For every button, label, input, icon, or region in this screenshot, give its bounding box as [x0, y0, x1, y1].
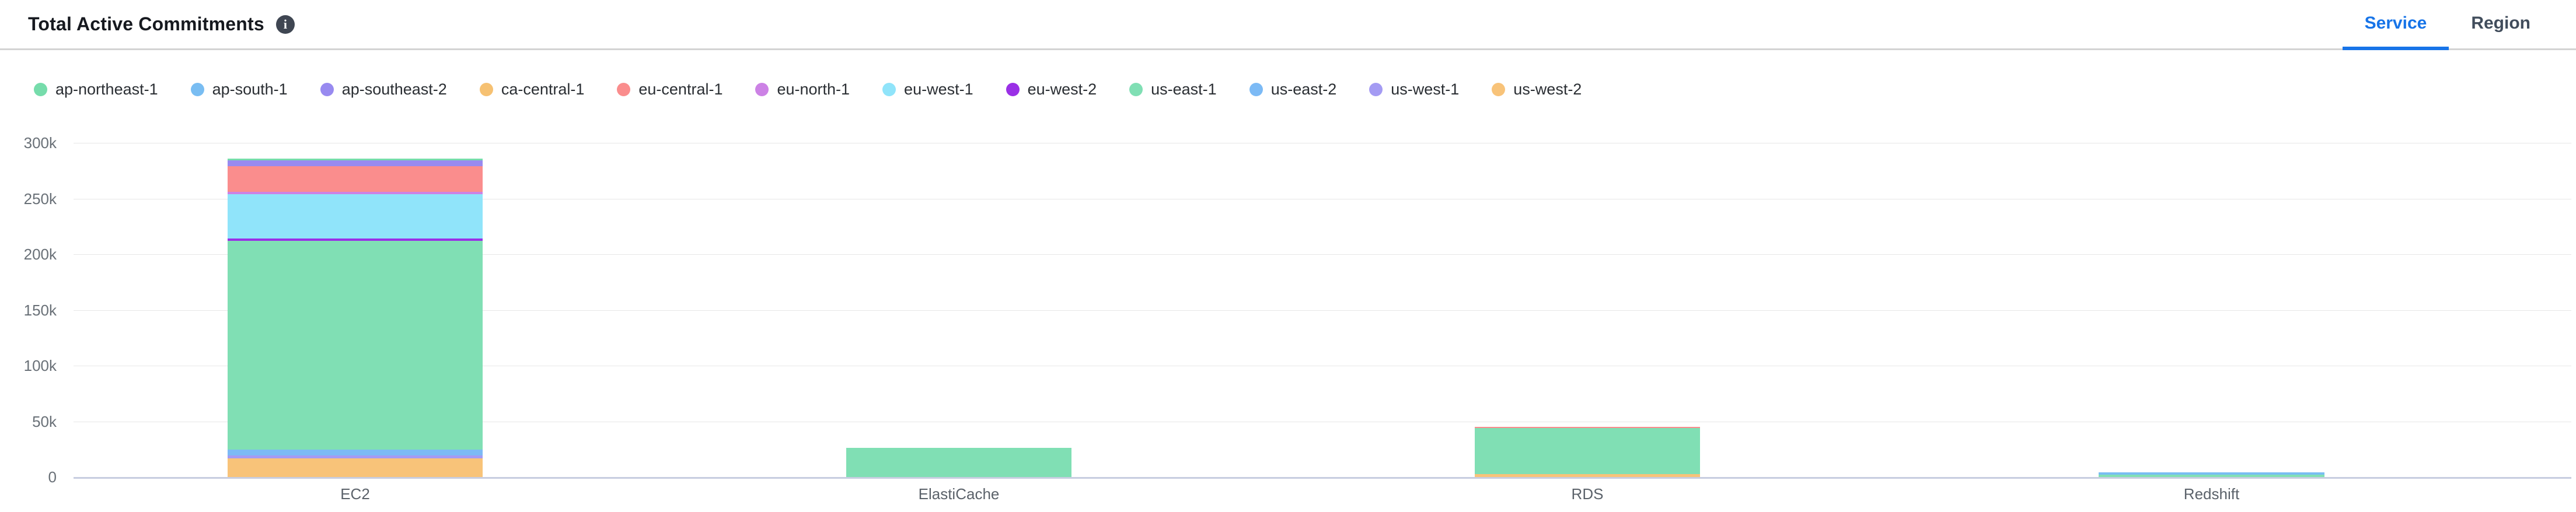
- legend-dot-us-east-2: [1249, 82, 1263, 96]
- view-tabs: Service Region: [2342, 0, 2553, 50]
- legend-label: eu-west-1: [904, 80, 973, 98]
- bar-segment-EC2-eu-north-1[interactable]: [228, 192, 483, 195]
- tab-service[interactable]: Service: [2342, 0, 2449, 50]
- x-category-label-Redshift: Redshift: [2183, 485, 2240, 503]
- legend-item-ap-southeast-2[interactable]: ap-southeast-2: [320, 80, 447, 99]
- y-tick-200k: 200k: [23, 246, 57, 263]
- legend-label: us-east-2: [1270, 80, 1337, 98]
- panel-header: Total Active Commitments i Service Regio…: [0, 0, 2576, 50]
- bar-segment-RDS-us-east-1[interactable]: [1475, 427, 1700, 475]
- bar-segment-Redshift-us-east-1[interactable]: [2099, 475, 2324, 477]
- bar-segment-EC2-ap-southeast-2[interactable]: [228, 160, 483, 167]
- legend-label: ca-central-1: [501, 80, 585, 98]
- y-tick-100k: 100k: [23, 357, 57, 374]
- legend-dot-us-west-2: [1492, 82, 1506, 96]
- legend-item-ap-northeast-1[interactable]: ap-northeast-1: [34, 80, 158, 99]
- legend-dot-ap-south-1: [190, 82, 204, 96]
- gridline-150k: [74, 310, 2571, 311]
- legend-label: ap-southeast-2: [341, 80, 447, 98]
- bar-segment-EC2-us-west-1[interactable]: [228, 455, 483, 458]
- x-category-label-EC2: EC2: [340, 485, 370, 503]
- bar-segment-EC2-eu-west-1[interactable]: [228, 194, 483, 239]
- y-tick-250k: 250k: [23, 190, 57, 208]
- x-category-label-RDS: RDS: [1571, 485, 1604, 503]
- legend-label: us-east-1: [1151, 80, 1217, 98]
- legend-item-eu-north-1[interactable]: eu-north-1: [755, 80, 850, 99]
- legend-item-ca-central-1[interactable]: ca-central-1: [479, 80, 585, 99]
- legend-item-us-west-2[interactable]: us-west-2: [1492, 80, 1582, 99]
- legend-item-ap-south-1[interactable]: ap-south-1: [190, 80, 288, 99]
- bar-segment-EC2-us-east-1[interactable]: [228, 241, 483, 450]
- legend-item-us-east-2[interactable]: us-east-2: [1249, 80, 1337, 99]
- info-icon[interactable]: i: [275, 15, 295, 34]
- legend-label: eu-central-1: [638, 80, 723, 98]
- legend-label: eu-north-1: [777, 80, 850, 98]
- legend-dot-eu-west-2: [1006, 82, 1020, 96]
- tab-region[interactable]: Region: [2471, 13, 2530, 33]
- chart-legend: ap-northeast-1 ap-south-1 ap-southeast-2 ca…: [34, 75, 1614, 104]
- legend-dot-ca-central-1: [479, 82, 493, 96]
- legend-dot-us-east-1: [1129, 82, 1143, 96]
- legend-label: ap-south-1: [212, 80, 288, 98]
- x-category-label-ElastiCache: ElastiCache: [918, 485, 1000, 503]
- legend-label: us-west-2: [1513, 80, 1582, 98]
- legend-label: us-west-1: [1391, 80, 1460, 98]
- bar-segment-ElastiCache-us-east-1[interactable]: [846, 447, 1071, 477]
- x-axis-line: [74, 477, 2571, 479]
- gridline-200k: [74, 254, 2571, 255]
- bar-segment-Redshift-ap-south-1[interactable]: [2099, 472, 2324, 475]
- legend-item-us-east-1[interactable]: us-east-1: [1129, 80, 1217, 99]
- legend-dot-ap-northeast-1: [34, 82, 47, 96]
- bar-segment-EC2-us-east-2[interactable]: [228, 450, 483, 455]
- bar-segment-EC2-eu-central-1[interactable]: [228, 166, 483, 192]
- legend-dot-eu-north-1: [755, 82, 769, 96]
- legend-item-us-west-1[interactable]: us-west-1: [1369, 80, 1459, 99]
- legend-item-eu-west-1[interactable]: eu-west-1: [882, 80, 973, 99]
- bar-segment-EC2-eu-west-2[interactable]: [228, 239, 483, 241]
- y-tick-0: 0: [48, 468, 57, 486]
- y-tick-300k: 300k: [23, 134, 57, 152]
- legend-label: eu-west-2: [1027, 80, 1097, 98]
- title-wrap: Total Active Commitments i: [0, 13, 295, 35]
- legend-dot-eu-west-1: [882, 82, 896, 96]
- bar-segment-RDS-eu-central-1[interactable]: [1475, 427, 1700, 428]
- bar-segment-RDS-us-west-2[interactable]: [1475, 474, 1700, 477]
- legend-dot-eu-central-1: [617, 82, 631, 96]
- bar-segment-EC2-ap-northeast-1[interactable]: [228, 159, 483, 161]
- y-tick-150k: 150k: [23, 301, 57, 319]
- bar-segment-EC2-us-west-2[interactable]: [228, 458, 483, 477]
- legend-dot-us-west-1: [1369, 82, 1383, 96]
- legend-item-eu-west-2[interactable]: eu-west-2: [1006, 80, 1097, 99]
- legend-item-eu-central-1[interactable]: eu-central-1: [617, 80, 722, 99]
- legend-label: ap-northeast-1: [55, 80, 158, 98]
- legend-dot-ap-southeast-2: [320, 82, 334, 96]
- page-title: Total Active Commitments: [28, 13, 264, 34]
- y-tick-50k: 50k: [32, 413, 57, 430]
